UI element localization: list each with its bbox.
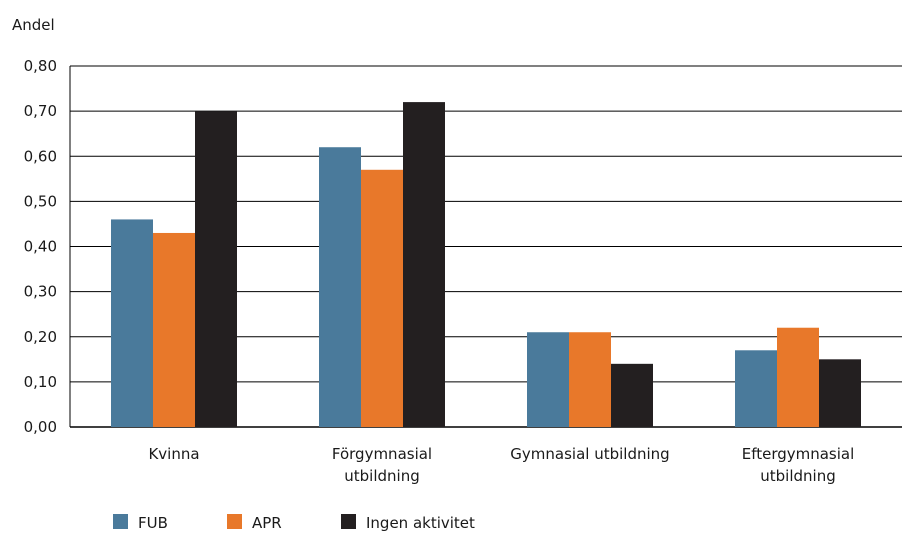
- category-label: Kvinna: [148, 445, 199, 463]
- y-axis-label: Andel: [12, 16, 55, 34]
- bar-fub: [527, 332, 569, 427]
- y-tick-label: 0,00: [24, 418, 57, 436]
- category-labels: Kvinna Förgymnasial utbildning Gymnasial ut…: [148, 445, 854, 485]
- y-tick-label: 0,80: [24, 57, 57, 75]
- bar-apr: [361, 169, 403, 427]
- y-tick-label: 0,50: [24, 192, 57, 210]
- category-label: Förgymnasial utbildning: [332, 445, 432, 485]
- legend-label: FUB: [138, 514, 168, 532]
- category-label: Eftergymnasial utbildning: [742, 445, 855, 485]
- legend-label: Ingen aktivitet: [366, 514, 475, 532]
- legend: FUB APR Ingen aktivitet: [113, 514, 475, 532]
- y-tick-labels: 0,00 0,10 0,20 0,30 0,40 0,50 0,60 0,70 0,80: [24, 57, 57, 436]
- bar-ingen-aktivitet: [403, 102, 445, 427]
- bar-fub: [111, 219, 153, 427]
- bar-ingen-aktivitet: [819, 359, 861, 427]
- bar-ingen-aktivitet: [611, 363, 653, 427]
- category-label: Gymnasial utbildning: [510, 445, 669, 463]
- y-tick-label: 0,60: [24, 147, 57, 165]
- y-tick-label: 0,10: [24, 373, 57, 391]
- bar-apr: [777, 327, 819, 427]
- legend-swatch: [113, 514, 128, 529]
- bar-apr: [153, 232, 195, 427]
- y-tick-label: 0,40: [24, 238, 57, 256]
- legend-label: APR: [252, 514, 282, 532]
- legend-swatch: [341, 514, 356, 529]
- bar-ingen-aktivitet: [195, 111, 237, 427]
- bar-apr: [569, 332, 611, 427]
- y-tick-label: 0,70: [24, 102, 57, 120]
- bar-fub: [319, 147, 361, 427]
- legend-swatch: [227, 514, 242, 529]
- y-tick-label: 0,30: [24, 283, 57, 301]
- y-tick-label: 0,20: [24, 328, 57, 346]
- bar-fub: [735, 350, 777, 427]
- bars: [111, 102, 861, 427]
